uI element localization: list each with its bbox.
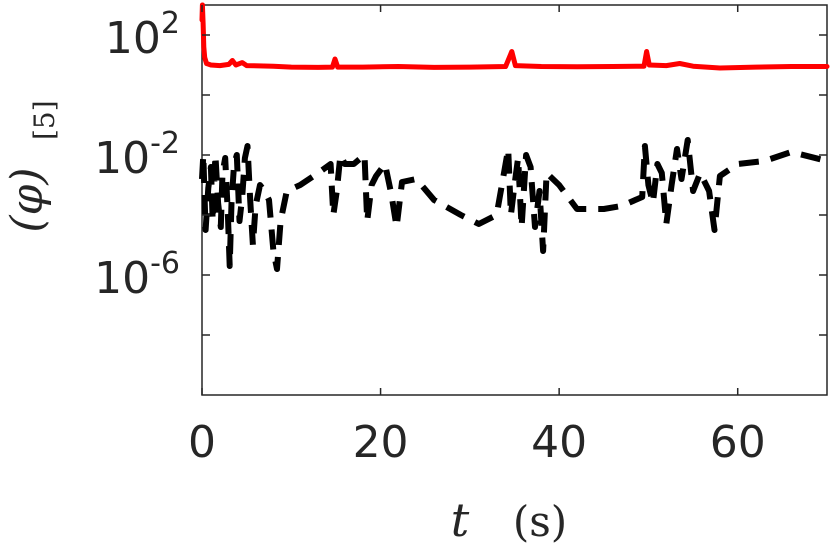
series-line-1 [199,2,830,71]
y-tick-label: 10-6 [94,246,180,304]
y-ticks: 102 10-2 10-6 [94,6,827,336]
x-axis-label-unit: (s) [513,497,567,546]
y-axis-label-subscript: [5] [28,100,61,140]
x-axis-label: t (s) [451,493,567,547]
x-axis-label-var: t [451,493,470,547]
y-axis-label-var: (φ) [2,167,53,232]
x-tick-label: 20 [353,417,409,468]
x-tick-label: 0 [188,417,216,468]
x-tick-label: 40 [531,417,587,468]
y-tick-label: 10-2 [94,126,180,184]
y-axis-label: (φ) [5] [2,100,61,232]
x-tick-label: 60 [710,417,766,468]
x-ticks: 0 20 40 60 [188,5,766,468]
series-layer [199,2,830,272]
plot-area: 0 20 40 60 102 10-2 10-6 [94,2,830,468]
y-tick-label: 102 [105,6,180,64]
series-line-2 [199,137,828,272]
